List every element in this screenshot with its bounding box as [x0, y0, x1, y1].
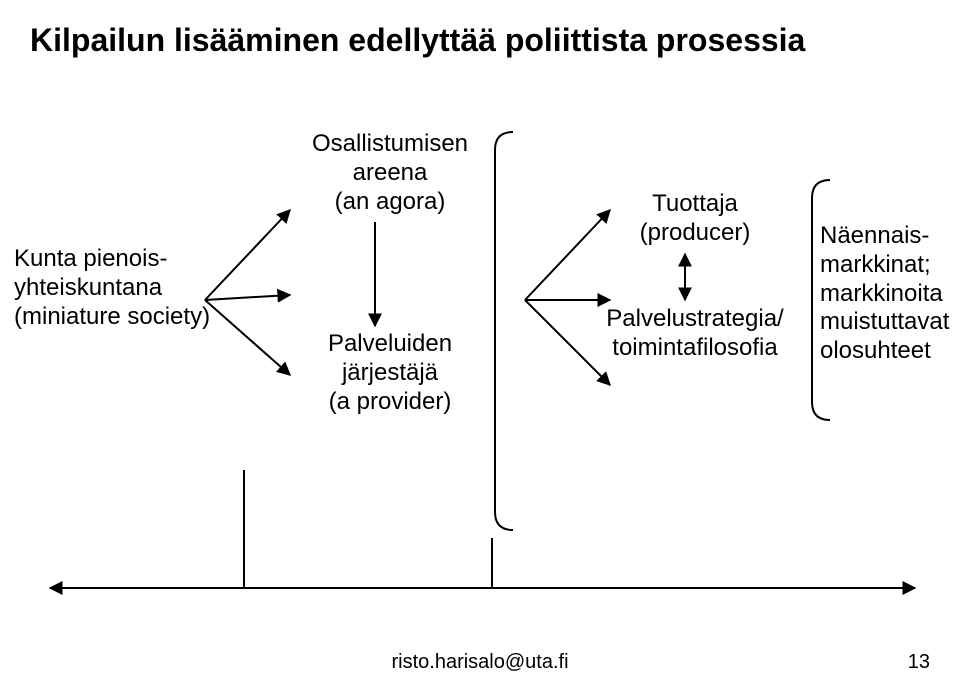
markkinat-line1: Näennais- [820, 222, 960, 251]
strategia-line1: Palvelustrategia/ [590, 305, 800, 334]
tuottaja-line2: (producer) [610, 219, 780, 248]
markkinat-line4: muistuttavat [820, 308, 960, 337]
kunta-line2: yhteiskuntana [14, 274, 219, 303]
strategia-block: Palvelustrategia/ toimintafilosofia [590, 305, 800, 363]
palveluiden-line3: (a provider) [300, 388, 480, 417]
tuottaja-block: Tuottaja (producer) [610, 190, 780, 248]
kunta-line3: (miniature society) [14, 303, 219, 332]
slide: Kilpailun lisääminen edellyttää poliitti… [0, 0, 960, 692]
kunta-block: Kunta pienois- yhteiskuntana (miniature … [0, 245, 219, 331]
tuottaja-line1: Tuottaja [610, 190, 780, 219]
markkinat-line2: markkinat; [820, 251, 960, 280]
footer-email: risto.harisalo@uta.fi [391, 651, 568, 674]
palveluiden-line2: järjestäjä [300, 359, 480, 388]
areena-line1: Osallistumisen [300, 130, 480, 159]
markkinat-block: Näennais- markkinat; markkinoita muistut… [820, 222, 960, 366]
diagram-svg [0, 0, 960, 692]
markkinat-line3: markkinoita [820, 280, 960, 309]
palveluiden-line1: Palveluiden [300, 330, 480, 359]
markkinat-line5: olosuhteet [820, 337, 960, 366]
kunta-line1: Kunta pienois- [14, 245, 219, 274]
palveluiden-block: Palveluiden järjestäjä (a provider) [300, 330, 480, 416]
slide-title: Kilpailun lisääminen edellyttää poliitti… [30, 22, 805, 59]
areena-line2: areena [300, 159, 480, 188]
strategia-line2: toimintafilosofia [590, 334, 800, 363]
areena-block: Osallistumisen areena (an agora) [300, 130, 480, 216]
footer-page-number: 13 [908, 651, 930, 674]
areena-line3: (an agora) [300, 188, 480, 217]
bracket-left [495, 132, 513, 530]
